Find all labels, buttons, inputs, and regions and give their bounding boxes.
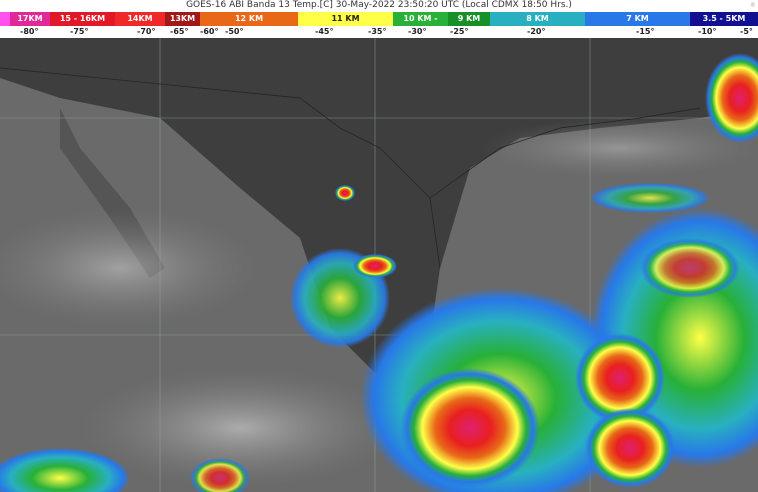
temperature-label: -50°: [225, 27, 244, 36]
temperature-label: -80°: [20, 27, 39, 36]
temperature-label: -30°: [408, 27, 427, 36]
temperature-label: -10°: [698, 27, 717, 36]
legend-segment: 13KM: [165, 12, 200, 26]
legend-segment: 3.5 - 5KM: [690, 12, 758, 26]
legend-segment: 8 KM: [490, 12, 585, 26]
satellite-image: [0, 38, 758, 492]
legend-segment: 12 KM: [200, 12, 298, 26]
borders: [0, 67, 701, 269]
temperature-label: -60°: [200, 27, 219, 36]
temperature-label: -20°: [527, 27, 546, 36]
temperature-label: -75°: [70, 27, 89, 36]
legend-segment: 15 - 16KM: [50, 12, 115, 26]
temperature-label: -35°: [368, 27, 387, 36]
temperature-label: -70°: [137, 27, 156, 36]
legend-segment: 9 KM: [448, 12, 490, 26]
temperature-scale: -80° -75° -70° -65° -60° -50° -45° -35° -30° -25°…: [0, 26, 758, 38]
temperature-label: -45°: [315, 27, 334, 36]
legend-segment: 7 KM: [585, 12, 690, 26]
temperature-label: -5°: [740, 27, 753, 36]
legend-segment: 14KM: [115, 12, 165, 26]
temperature-label: -15°: [636, 27, 655, 36]
title-text: GOES-16 ABI Banda 13 Temp.[C] 30-May-202…: [186, 0, 572, 10]
legend-segment: [0, 12, 10, 26]
legend-segment: 17KM: [10, 12, 50, 26]
image-title: GOES-16 ABI Banda 13 Temp.[C] 30-May-202…: [0, 0, 758, 12]
legend-segment: 10 KM -: [393, 12, 448, 26]
temperature-label: -25°: [450, 27, 469, 36]
altitude-color-legend: 17KM 15 - 16KM 14KM 13KM 12 KM 11 KM 10 KM - 9…: [0, 12, 758, 26]
temperature-label: -65°: [170, 27, 189, 36]
legend-segment: 11 KM: [298, 12, 393, 26]
storm-system: [400, 368, 540, 488]
agency-logo: ☼: [749, 1, 756, 9]
